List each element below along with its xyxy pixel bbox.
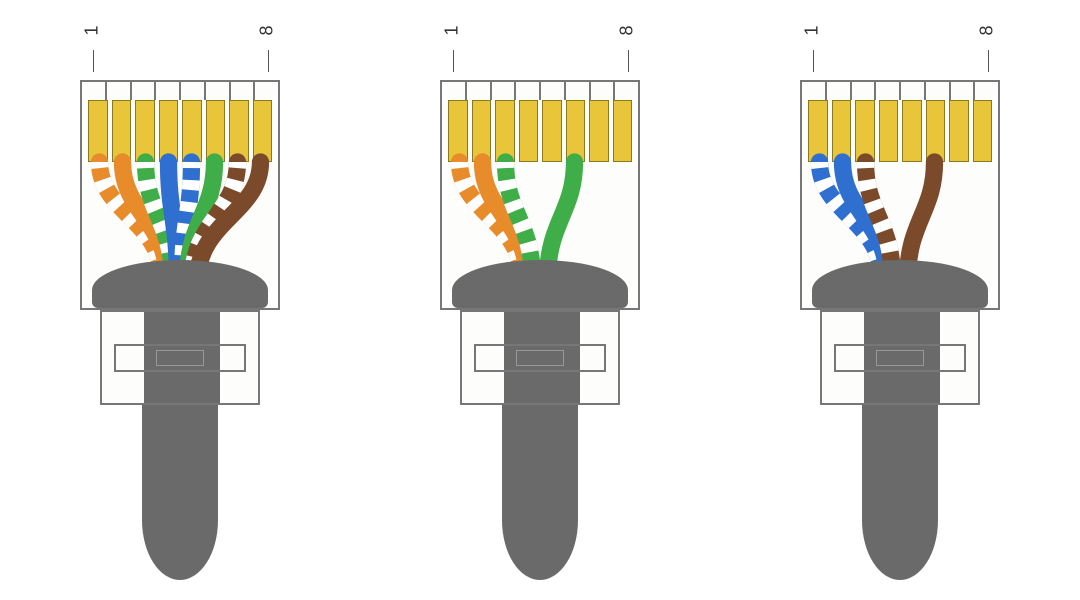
gold-contact: [159, 100, 179, 162]
gold-contact: [135, 100, 155, 162]
rj45-plug-body: [800, 80, 1000, 310]
pin-label-right: 8: [976, 25, 997, 35]
gold-contact: [879, 100, 899, 162]
gold-contact: [229, 100, 249, 162]
pin-label-left: 1: [441, 25, 462, 35]
gold-contact: [112, 100, 132, 162]
pin-number-labels: 18: [750, 20, 1050, 75]
pin-label-left: 1: [801, 25, 822, 35]
connector-c-4wire-bb: 18: [750, 20, 1050, 580]
rj45-plug-body: [80, 80, 280, 310]
gold-contact-row: [448, 100, 632, 162]
gold-contact: [206, 100, 226, 162]
gold-contact: [808, 100, 828, 162]
pin-label-right: 8: [616, 25, 637, 35]
gold-contact: [88, 100, 108, 162]
pin-comb: [442, 82, 638, 100]
rj45-plug-body: [440, 80, 640, 310]
gold-contact: [495, 100, 515, 162]
gold-contact: [566, 100, 586, 162]
gold-contact: [973, 100, 993, 162]
pin-number-labels: 18: [30, 20, 330, 75]
gold-contact: [182, 100, 202, 162]
gold-contact: [253, 100, 273, 162]
gold-contact: [832, 100, 852, 162]
gold-contact: [949, 100, 969, 162]
pin-comb: [82, 82, 278, 100]
gold-contact: [519, 100, 539, 162]
connector-a-full: 18: [30, 20, 330, 580]
gold-contact-row: [808, 100, 992, 162]
gold-contact: [855, 100, 875, 162]
gold-contact: [589, 100, 609, 162]
pin-number-labels: 18: [390, 20, 690, 75]
pin-label-right: 8: [256, 25, 277, 35]
gold-contact: [902, 100, 922, 162]
gold-contact: [613, 100, 633, 162]
connector-b-4wire-og: 18: [390, 20, 690, 580]
gold-contact-row: [88, 100, 272, 162]
gold-contact: [926, 100, 946, 162]
gold-contact: [448, 100, 468, 162]
gold-contact: [472, 100, 492, 162]
pin-label-left: 1: [81, 25, 102, 35]
gold-contact: [542, 100, 562, 162]
rj45-clip-housing: [460, 310, 620, 405]
rj45-clip-housing: [820, 310, 980, 405]
pin-comb: [802, 82, 998, 100]
rj45-clip-housing: [100, 310, 260, 405]
